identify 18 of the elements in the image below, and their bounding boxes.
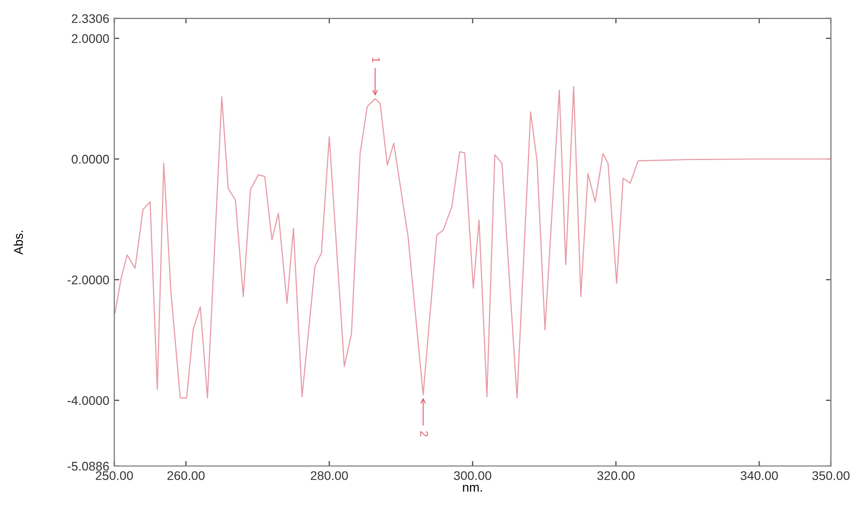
line-series xyxy=(114,86,831,398)
x-tick-label: 340.00 xyxy=(740,471,778,480)
y-tick-label: -5.0886 xyxy=(68,462,109,471)
y-tick-label: 2.3306 xyxy=(72,14,109,24)
y-tick-label: 2.0000 xyxy=(72,34,109,43)
y-axis-title: Abs. xyxy=(14,230,23,255)
x-axis-title: nm. xyxy=(463,484,482,492)
x-tick-label: 260.00 xyxy=(167,471,205,480)
annotation: 1 xyxy=(372,58,380,62)
x-tick-label: 350.00 xyxy=(812,471,850,480)
x-tick-label: 300.00 xyxy=(454,471,492,480)
y-tick-label: 0.0000 xyxy=(72,154,109,164)
y-tick-label: -4.0000 xyxy=(68,396,109,405)
x-tick-label: 320.00 xyxy=(597,471,635,480)
x-tick-label: 280.00 xyxy=(310,471,348,480)
x-tick-label: 250.00 xyxy=(96,471,133,480)
annotation: 2 xyxy=(420,431,428,436)
y-tick-label: -2.0000 xyxy=(68,275,109,284)
